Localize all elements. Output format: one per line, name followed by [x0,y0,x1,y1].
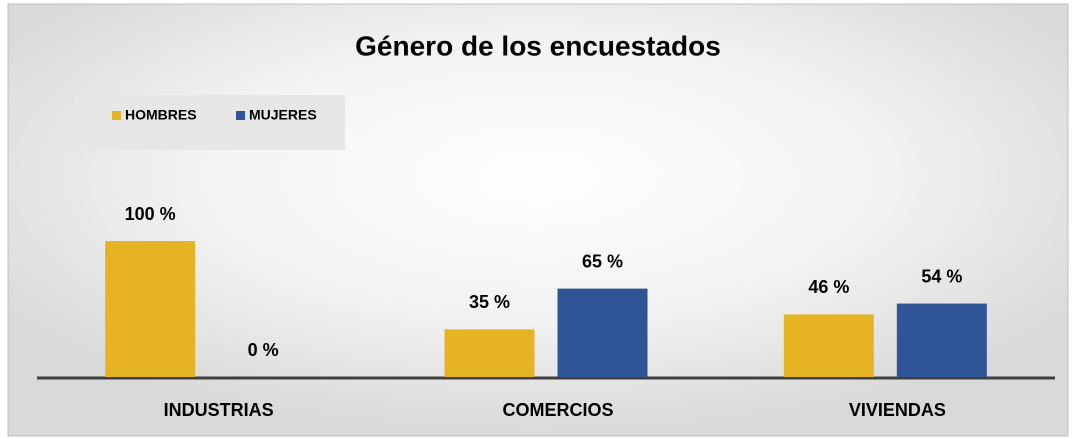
data-label: 65 % [582,251,623,271]
data-label: 46 % [808,277,849,297]
legend-box [75,95,345,150]
bar [444,329,535,377]
legend-swatch [236,111,245,120]
bar [783,314,874,377]
bar [105,241,196,377]
x-tick-label: VIVIENDAS [849,400,946,420]
x-tick-label: COMERCIOS [502,400,613,420]
bar [896,303,987,377]
chart-title: Género de los encuestados [355,30,721,61]
data-label: 54 % [921,266,962,286]
x-tick-label: INDUSTRIAS [164,400,274,420]
data-label: 0 % [248,340,279,360]
data-label: 100 % [125,204,176,224]
legend-label: MUJERES [249,107,317,123]
data-label: 35 % [469,292,510,312]
bar [557,288,648,377]
legend-label: HOMBRES [125,107,197,123]
legend-swatch [112,111,121,120]
